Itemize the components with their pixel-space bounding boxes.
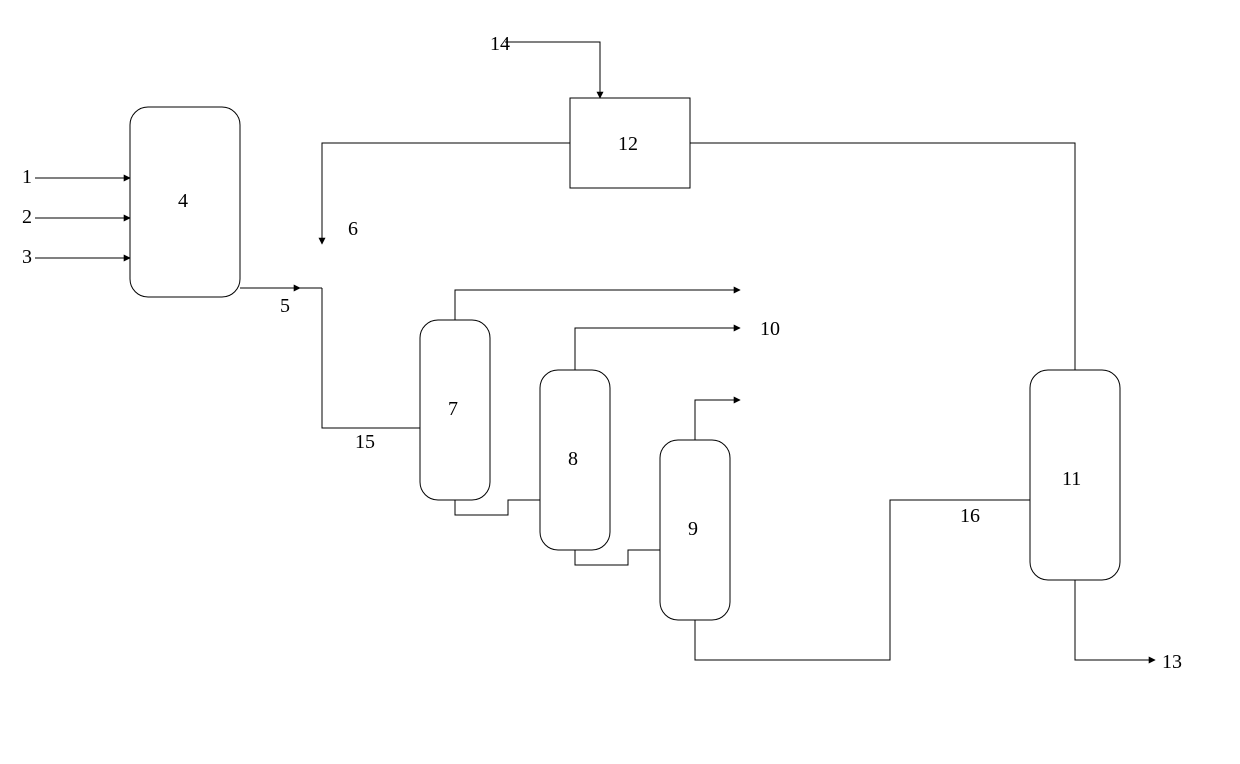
label-3: 3 <box>22 246 32 268</box>
label-4: 4 <box>178 190 188 212</box>
label-16: 16 <box>960 505 980 527</box>
label-9: 9 <box>688 518 698 540</box>
label-1: 1 <box>22 166 32 188</box>
process-flow-diagram: 12345678910111213141516 <box>0 0 1240 764</box>
label-15: 15 <box>355 431 375 453</box>
label-6: 6 <box>348 218 358 240</box>
label-2: 2 <box>22 206 32 228</box>
label-5: 5 <box>280 295 290 317</box>
label-13: 13 <box>1162 651 1182 673</box>
label-14: 14 <box>490 33 510 55</box>
label-7: 7 <box>448 398 458 420</box>
label-11: 11 <box>1062 468 1081 490</box>
label-8: 8 <box>568 448 578 470</box>
label-12: 12 <box>618 133 638 155</box>
label-10: 10 <box>760 318 780 340</box>
canvas-bg <box>0 0 1240 764</box>
